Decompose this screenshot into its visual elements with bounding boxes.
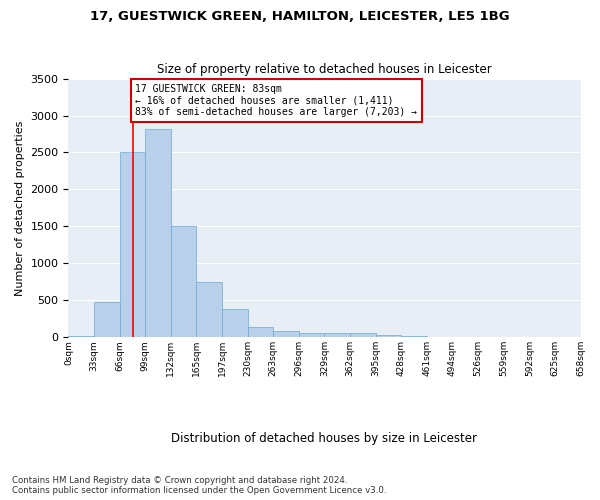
Bar [401, 336, 427, 338]
Bar [222, 309, 248, 338]
Bar [145, 129, 171, 338]
Bar [68, 336, 94, 338]
Bar [196, 282, 222, 338]
Bar [350, 333, 376, 338]
Bar [119, 152, 145, 338]
Bar [273, 332, 299, 338]
Title: Size of property relative to detached houses in Leicester: Size of property relative to detached ho… [157, 63, 492, 76]
Bar [94, 302, 119, 338]
Y-axis label: Number of detached properties: Number of detached properties [15, 120, 25, 296]
Bar [376, 335, 401, 338]
Bar [325, 333, 350, 338]
Bar [171, 226, 196, 338]
Bar [248, 327, 273, 338]
Text: Contains HM Land Registry data © Crown copyright and database right 2024.
Contai: Contains HM Land Registry data © Crown c… [12, 476, 386, 495]
Text: 17, GUESTWICK GREEN, HAMILTON, LEICESTER, LE5 1BG: 17, GUESTWICK GREEN, HAMILTON, LEICESTER… [90, 10, 510, 23]
X-axis label: Distribution of detached houses by size in Leicester: Distribution of detached houses by size … [172, 432, 478, 445]
Text: 17 GUESTWICK GREEN: 83sqm
← 16% of detached houses are smaller (1,411)
83% of se: 17 GUESTWICK GREEN: 83sqm ← 16% of detac… [136, 84, 418, 117]
Bar [299, 333, 325, 338]
